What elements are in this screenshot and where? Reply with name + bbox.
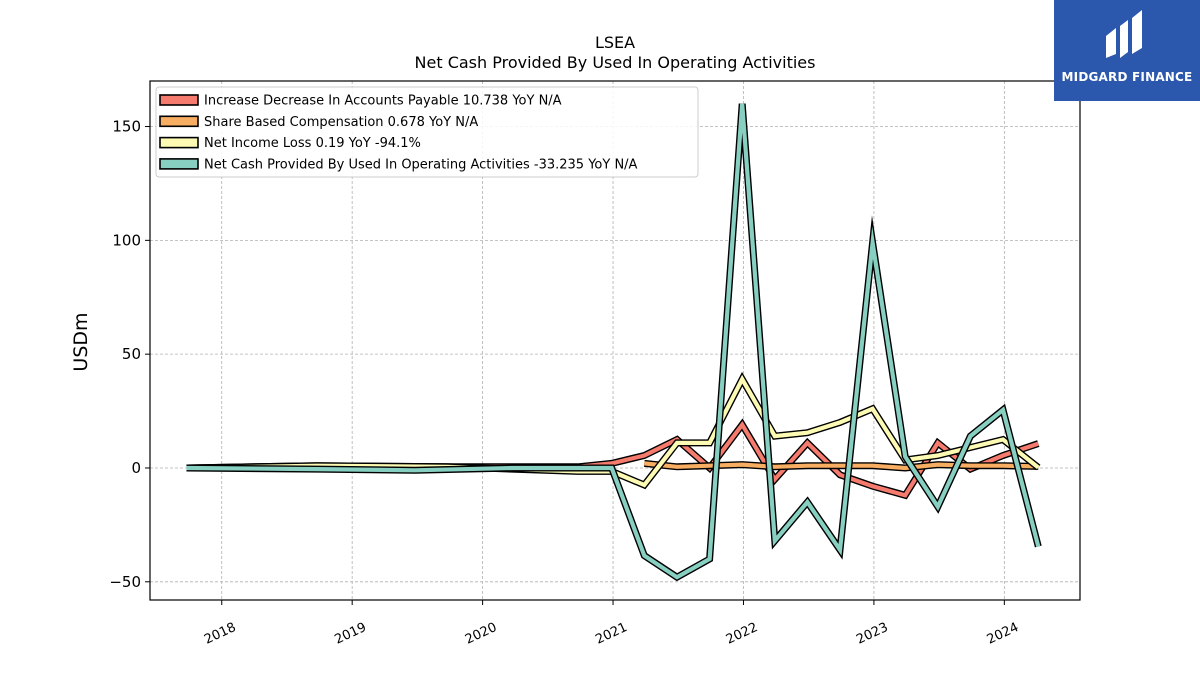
midgard-finance-logo: MIDGARD FINANCE (1054, 0, 1200, 101)
legend-box (155, 86, 699, 178)
legend-entry-3: Net Income Loss 0.19 YoY -94.1% (204, 136, 421, 151)
legend-swatch-1 (159, 94, 199, 106)
series-line-2 (644, 461, 1039, 471)
legend-entry-2: Share Based Compensation 0.678 YoY N/A (204, 115, 478, 130)
chart-title: LSEA (595, 33, 635, 52)
logo-mark-icon (1106, 10, 1142, 58)
y-tick-label: 50 (122, 345, 141, 363)
axes: −50 0 50 100 150 2018 2019 2020 2021 2022 2023 2024 (109, 118, 1021, 648)
logo-text: MIDGARD FINANCE (1061, 70, 1193, 84)
y-axis-label: USDm (70, 312, 92, 371)
x-tick-label: 2018 (202, 620, 238, 648)
x-tick-label: 2022 (724, 620, 760, 648)
x-tick-label: 2021 (593, 620, 629, 648)
legend-swatch-3 (159, 136, 199, 149)
legend-swatch-2 (159, 115, 199, 128)
y-tick-label: 100 (112, 231, 141, 249)
y-tick-label: 150 (112, 118, 141, 136)
chart-subtitle: Net Cash Provided By Used In Operating A… (415, 53, 816, 72)
x-tick-label: 2024 (985, 620, 1021, 648)
legend-swatch-4 (159, 158, 199, 170)
legend-entry-4: Net Cash Provided By Used In Operating A… (204, 157, 638, 172)
legend: Increase Decrease In Accounts Payable 10… (155, 86, 699, 178)
series-line-4 (186, 103, 1041, 580)
x-tick-label: 2019 (333, 620, 369, 648)
x-tick-label: 2020 (463, 620, 499, 648)
y-tick-label: −50 (109, 573, 141, 591)
legend-entry-1: Increase Decrease In Accounts Payable 10… (204, 94, 562, 109)
plot-frame (149, 80, 1081, 601)
x-tick-label: 2023 (854, 620, 890, 648)
y-tick-label: 0 (131, 459, 141, 477)
series-layer (186, 103, 1042, 582)
